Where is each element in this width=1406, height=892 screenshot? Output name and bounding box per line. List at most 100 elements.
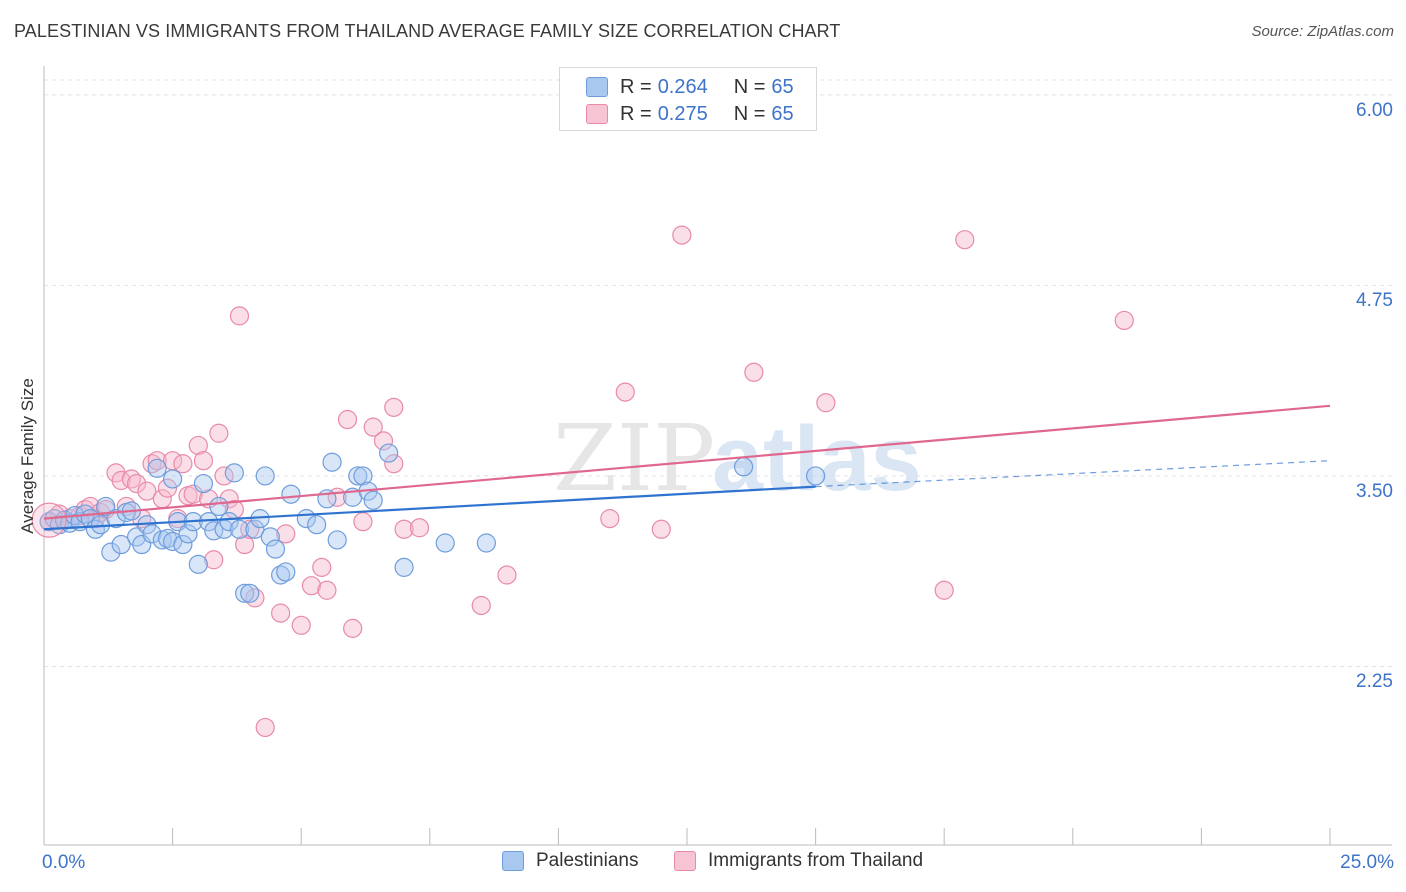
point-palestinian: [229, 519, 250, 539]
point-palestinian: [322, 452, 342, 472]
point-thailand: [209, 423, 229, 443]
x-tick-label-max: 25.0%: [1340, 852, 1394, 873]
gridlines: [44, 79, 1392, 667]
point-palestinian: [255, 466, 275, 486]
legend-n-label: N =: [733, 75, 766, 98]
legend-item-thailand: Immigrants from Thailand: [674, 850, 923, 872]
point-thailand: [672, 225, 692, 245]
point-thailand: [497, 565, 517, 585]
point-palestinian: [235, 583, 255, 603]
legend-item-palestinians: Palestinians: [502, 850, 638, 872]
point-thailand: [301, 576, 322, 596]
point-palestinian: [353, 466, 373, 486]
legend-r-value: 0.264: [657, 75, 708, 98]
legend-swatch-pink: [674, 851, 696, 871]
point-palestinian: [260, 527, 280, 547]
point-thailand: [188, 435, 208, 456]
point-thailand: [353, 512, 373, 532]
point-thailand: [1114, 310, 1134, 331]
point-thailand: [373, 431, 394, 451]
point-thailand: [317, 580, 337, 600]
point-palestinian: [163, 469, 183, 489]
point-thailand: [337, 409, 358, 430]
point-palestinian: [101, 542, 121, 562]
point-palestinian: [327, 530, 347, 550]
y-tick-label: 2.25: [1356, 671, 1393, 693]
point-palestinian: [219, 512, 239, 532]
point-thailand: [615, 382, 635, 402]
x-tick-label-min: 0.0%: [42, 852, 86, 873]
legend-swatch-blue: [586, 77, 608, 97]
series-immigrants-from-thailand: [39, 225, 1134, 738]
y-tick-label: 6.00: [1356, 99, 1393, 121]
legend-n-value: 65: [771, 102, 794, 125]
legend-n-value: 65: [771, 75, 794, 98]
point-palestinian: [307, 515, 327, 535]
trend-lines: [43, 404, 1331, 531]
point-palestinian: [147, 458, 167, 478]
point-thailand: [276, 524, 296, 544]
point-palestinian: [271, 565, 291, 585]
point-thailand: [744, 362, 764, 382]
point-thailand: [235, 534, 255, 555]
point-palestinian: [178, 524, 198, 544]
point-thailand: [291, 615, 311, 635]
legend-swatch-blue: [502, 851, 524, 871]
point-thailand: [934, 580, 954, 600]
trend-line-palestinians: [43, 485, 816, 531]
point-palestinian: [106, 509, 126, 529]
point-palestinian: [209, 496, 229, 517]
point-thailand: [173, 454, 193, 474]
point-palestinian: [805, 466, 826, 486]
point-palestinian: [111, 534, 131, 555]
point-palestinian: [96, 496, 116, 517]
chart-title: PALESTINIAN VS IMMIGRANTS FROM THAILAND …: [14, 21, 841, 41]
point-thailand: [363, 417, 383, 437]
point-palestinian: [224, 463, 244, 483]
legend-row-thailand: R = 0.275 N = 65: [586, 102, 794, 126]
point-palestinian: [245, 519, 265, 539]
point-thailand: [651, 519, 671, 539]
point-thailand: [111, 470, 131, 491]
point-palestinian: [204, 521, 224, 541]
point-thailand: [384, 397, 404, 417]
point-thailand: [955, 230, 975, 250]
legend-r-label: R =: [620, 102, 652, 125]
point-thailand: [343, 618, 363, 638]
point-palestinian: [173, 534, 193, 555]
legend-r-label: R =: [620, 75, 652, 98]
point-thailand: [255, 717, 275, 738]
legend-n-label: N =: [733, 102, 766, 125]
point-palestinian: [379, 443, 399, 463]
point-thailand: [157, 478, 178, 498]
point-thailand: [229, 306, 250, 326]
point-palestinian: [240, 583, 260, 603]
point-thailand: [471, 595, 491, 616]
point-thailand: [600, 509, 620, 529]
point-palestinian: [733, 457, 754, 477]
y-axis-label: Average Family Size: [18, 378, 37, 534]
point-palestinian: [476, 533, 496, 553]
point-thailand: [394, 519, 414, 539]
point-palestinian: [348, 466, 368, 486]
point-thailand: [126, 473, 147, 494]
point-thailand: [147, 451, 167, 471]
series-legend: Palestinians Immigrants from Thailand: [0, 850, 1406, 878]
y-tick-label: 4.75: [1356, 290, 1393, 312]
chart-source: Source: ZipAtlas.com: [1251, 23, 1394, 40]
point-thailand: [312, 557, 332, 577]
y-tick-label: 3.50: [1356, 480, 1393, 502]
point-thailand: [193, 451, 214, 471]
point-palestinian: [363, 490, 383, 510]
point-palestinian: [435, 533, 455, 553]
legend-r-value: 0.275: [657, 102, 708, 125]
correlation-legend: R = 0.264 N = 65 R = 0.275 N = 65: [559, 67, 817, 131]
point-thailand: [816, 393, 836, 413]
point-thailand: [271, 603, 291, 623]
legend-row-palestinians: R = 0.264 N = 65: [586, 75, 794, 99]
point-thailand: [384, 454, 404, 474]
axes: [43, 66, 1392, 846]
point-thailand: [409, 518, 430, 538]
legend-swatch-pink: [586, 104, 608, 124]
